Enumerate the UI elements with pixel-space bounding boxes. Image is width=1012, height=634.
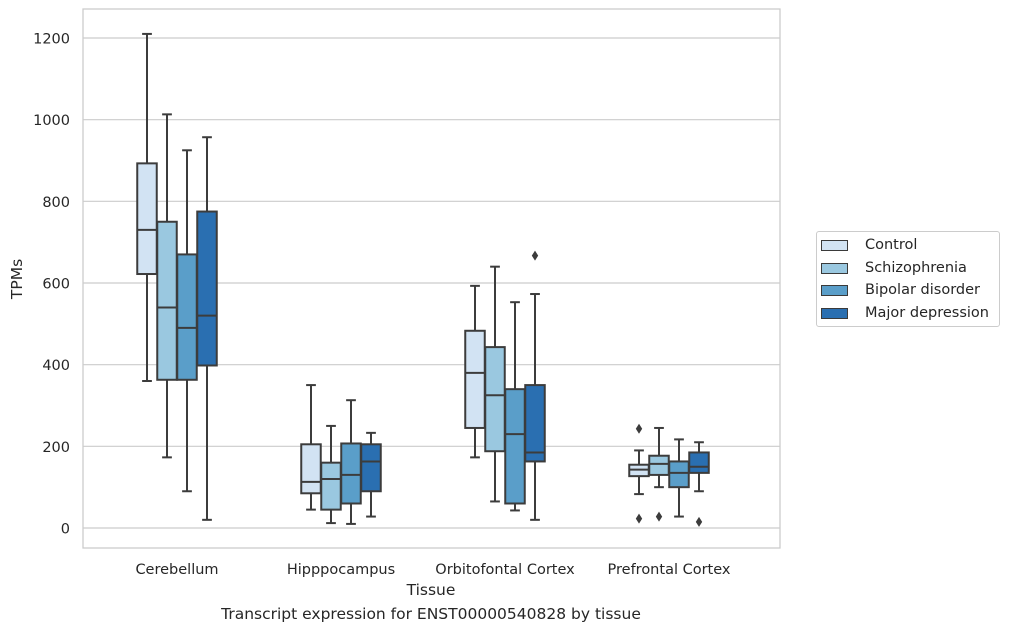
x-axis-ticks: Cerebellum Hipppocampus Orbitofontal Corte… xyxy=(135,562,730,578)
box-hipppocampus-major-depression xyxy=(360,431,382,518)
x-tick-label-prefrontal-cortex: Prefrontal Cortex xyxy=(608,562,731,578)
legend-label-bipolar-disorder: Bipolar disorder xyxy=(865,282,980,298)
box-prefrontal-cortex-schizophrenia-outlier-0 xyxy=(655,511,663,522)
legend-label-schizophrenia: Schizophrenia xyxy=(865,260,967,276)
box-cerebellum-control xyxy=(136,32,158,382)
y-tick-label-800: 800 xyxy=(42,195,70,211)
box-orbitofontal-cortex-control xyxy=(464,284,486,459)
x-tick-label-cerebellum: Cerebellum xyxy=(135,562,218,578)
y-tick-label-0: 0 xyxy=(61,522,70,538)
box-orbitofontal-cortex-schizophrenia xyxy=(484,265,506,503)
box-hipppocampus-bipolar-disorder xyxy=(340,399,362,525)
y-tick-label-600: 600 xyxy=(42,277,70,293)
legend-label-control: Control xyxy=(865,237,918,253)
x-axis-label: Tissue xyxy=(406,581,456,599)
box-hipppocampus-control-iqr xyxy=(300,443,322,495)
legend-item-bipolar-disorder: Bipolar disorder xyxy=(821,280,980,300)
box-hipppocampus-major-depression-iqr xyxy=(360,443,382,493)
box-prefrontal-cortex-schizophrenia-iqr xyxy=(648,454,670,476)
legend-label-major-depression: Major depression xyxy=(865,305,989,321)
box-cerebellum-schizophrenia xyxy=(156,113,178,459)
box-orbitofontal-cortex-major-depression-outlier-0 xyxy=(531,250,539,261)
box-cerebellum-schizophrenia-iqr xyxy=(156,220,178,381)
box-prefrontal-cortex-major-depression xyxy=(688,441,710,527)
box-hipppocampus-schizophrenia xyxy=(320,424,342,525)
y-tick-label-1200: 1200 xyxy=(33,32,70,48)
box-orbitofontal-cortex-major-depression xyxy=(524,250,546,521)
legend-item-major-depression: Major depression xyxy=(821,303,989,323)
y-axis-ticks: 0 200 400 600 800 1000 1200 xyxy=(33,32,70,538)
y-tick-label-400: 400 xyxy=(42,358,70,374)
legend-swatch-major-depression xyxy=(821,307,848,319)
y-axis-label: TPMs xyxy=(8,259,26,300)
legend-item-schizophrenia: Schizophrenia xyxy=(821,258,967,278)
box-cerebellum-bipolar-disorder-iqr xyxy=(176,253,198,381)
box-orbitofontal-cortex-bipolar-disorder xyxy=(504,301,526,512)
y-tick-label-200: 200 xyxy=(42,440,70,456)
box-cerebellum-control-iqr xyxy=(136,162,158,276)
box-prefrontal-cortex-bipolar-disorder-iqr xyxy=(668,460,690,489)
box-orbitofontal-cortex-control-iqr xyxy=(464,329,486,429)
box-hipppocampus-control xyxy=(300,384,322,511)
legend-swatch-control xyxy=(821,239,848,251)
x-tick-label-orbitofontal-cortex: Orbitofontal Cortex xyxy=(435,562,575,578)
box-prefrontal-cortex-schizophrenia xyxy=(648,426,670,522)
box-cerebellum-bipolar-disorder xyxy=(176,149,198,493)
box-hipppocampus-schizophrenia-iqr xyxy=(320,461,342,511)
legend-swatch-schizophrenia xyxy=(821,262,848,274)
box-cerebellum-major-depression-iqr xyxy=(196,210,218,367)
box-prefrontal-cortex-control-outlier-0 xyxy=(635,423,643,434)
box-orbitofontal-cortex-bipolar-disorder-iqr xyxy=(504,388,526,505)
box-prefrontal-cortex-major-depression-outlier-0 xyxy=(695,516,703,527)
box-prefrontal-cortex-major-depression-iqr xyxy=(688,451,710,474)
y-tick-label-1000: 1000 xyxy=(33,113,70,129)
box-cerebellum-major-depression xyxy=(196,136,218,521)
chart-caption: Transcript expression for ENST0000054082… xyxy=(221,605,641,623)
box-hipppocampus-bipolar-disorder-iqr xyxy=(340,442,362,505)
box-orbitofontal-cortex-major-depression-iqr xyxy=(524,384,546,463)
box-prefrontal-cortex-bipolar-disorder xyxy=(668,438,690,518)
box-prefrontal-cortex-control-outlier-1 xyxy=(635,513,643,524)
x-tick-label-hipppocampus: Hipppocampus xyxy=(287,562,395,578)
plot-area-frame xyxy=(82,8,781,549)
chart-legend: Control Schizophrenia Bipolar disorder M… xyxy=(816,231,1000,327)
box-prefrontal-cortex-control xyxy=(628,423,650,524)
box-orbitofontal-cortex-schizophrenia-iqr xyxy=(484,346,506,453)
box-plot-boxes xyxy=(136,32,710,527)
legend-swatch-bipolar-disorder xyxy=(821,284,848,296)
legend-item-control: Control xyxy=(821,235,917,255)
